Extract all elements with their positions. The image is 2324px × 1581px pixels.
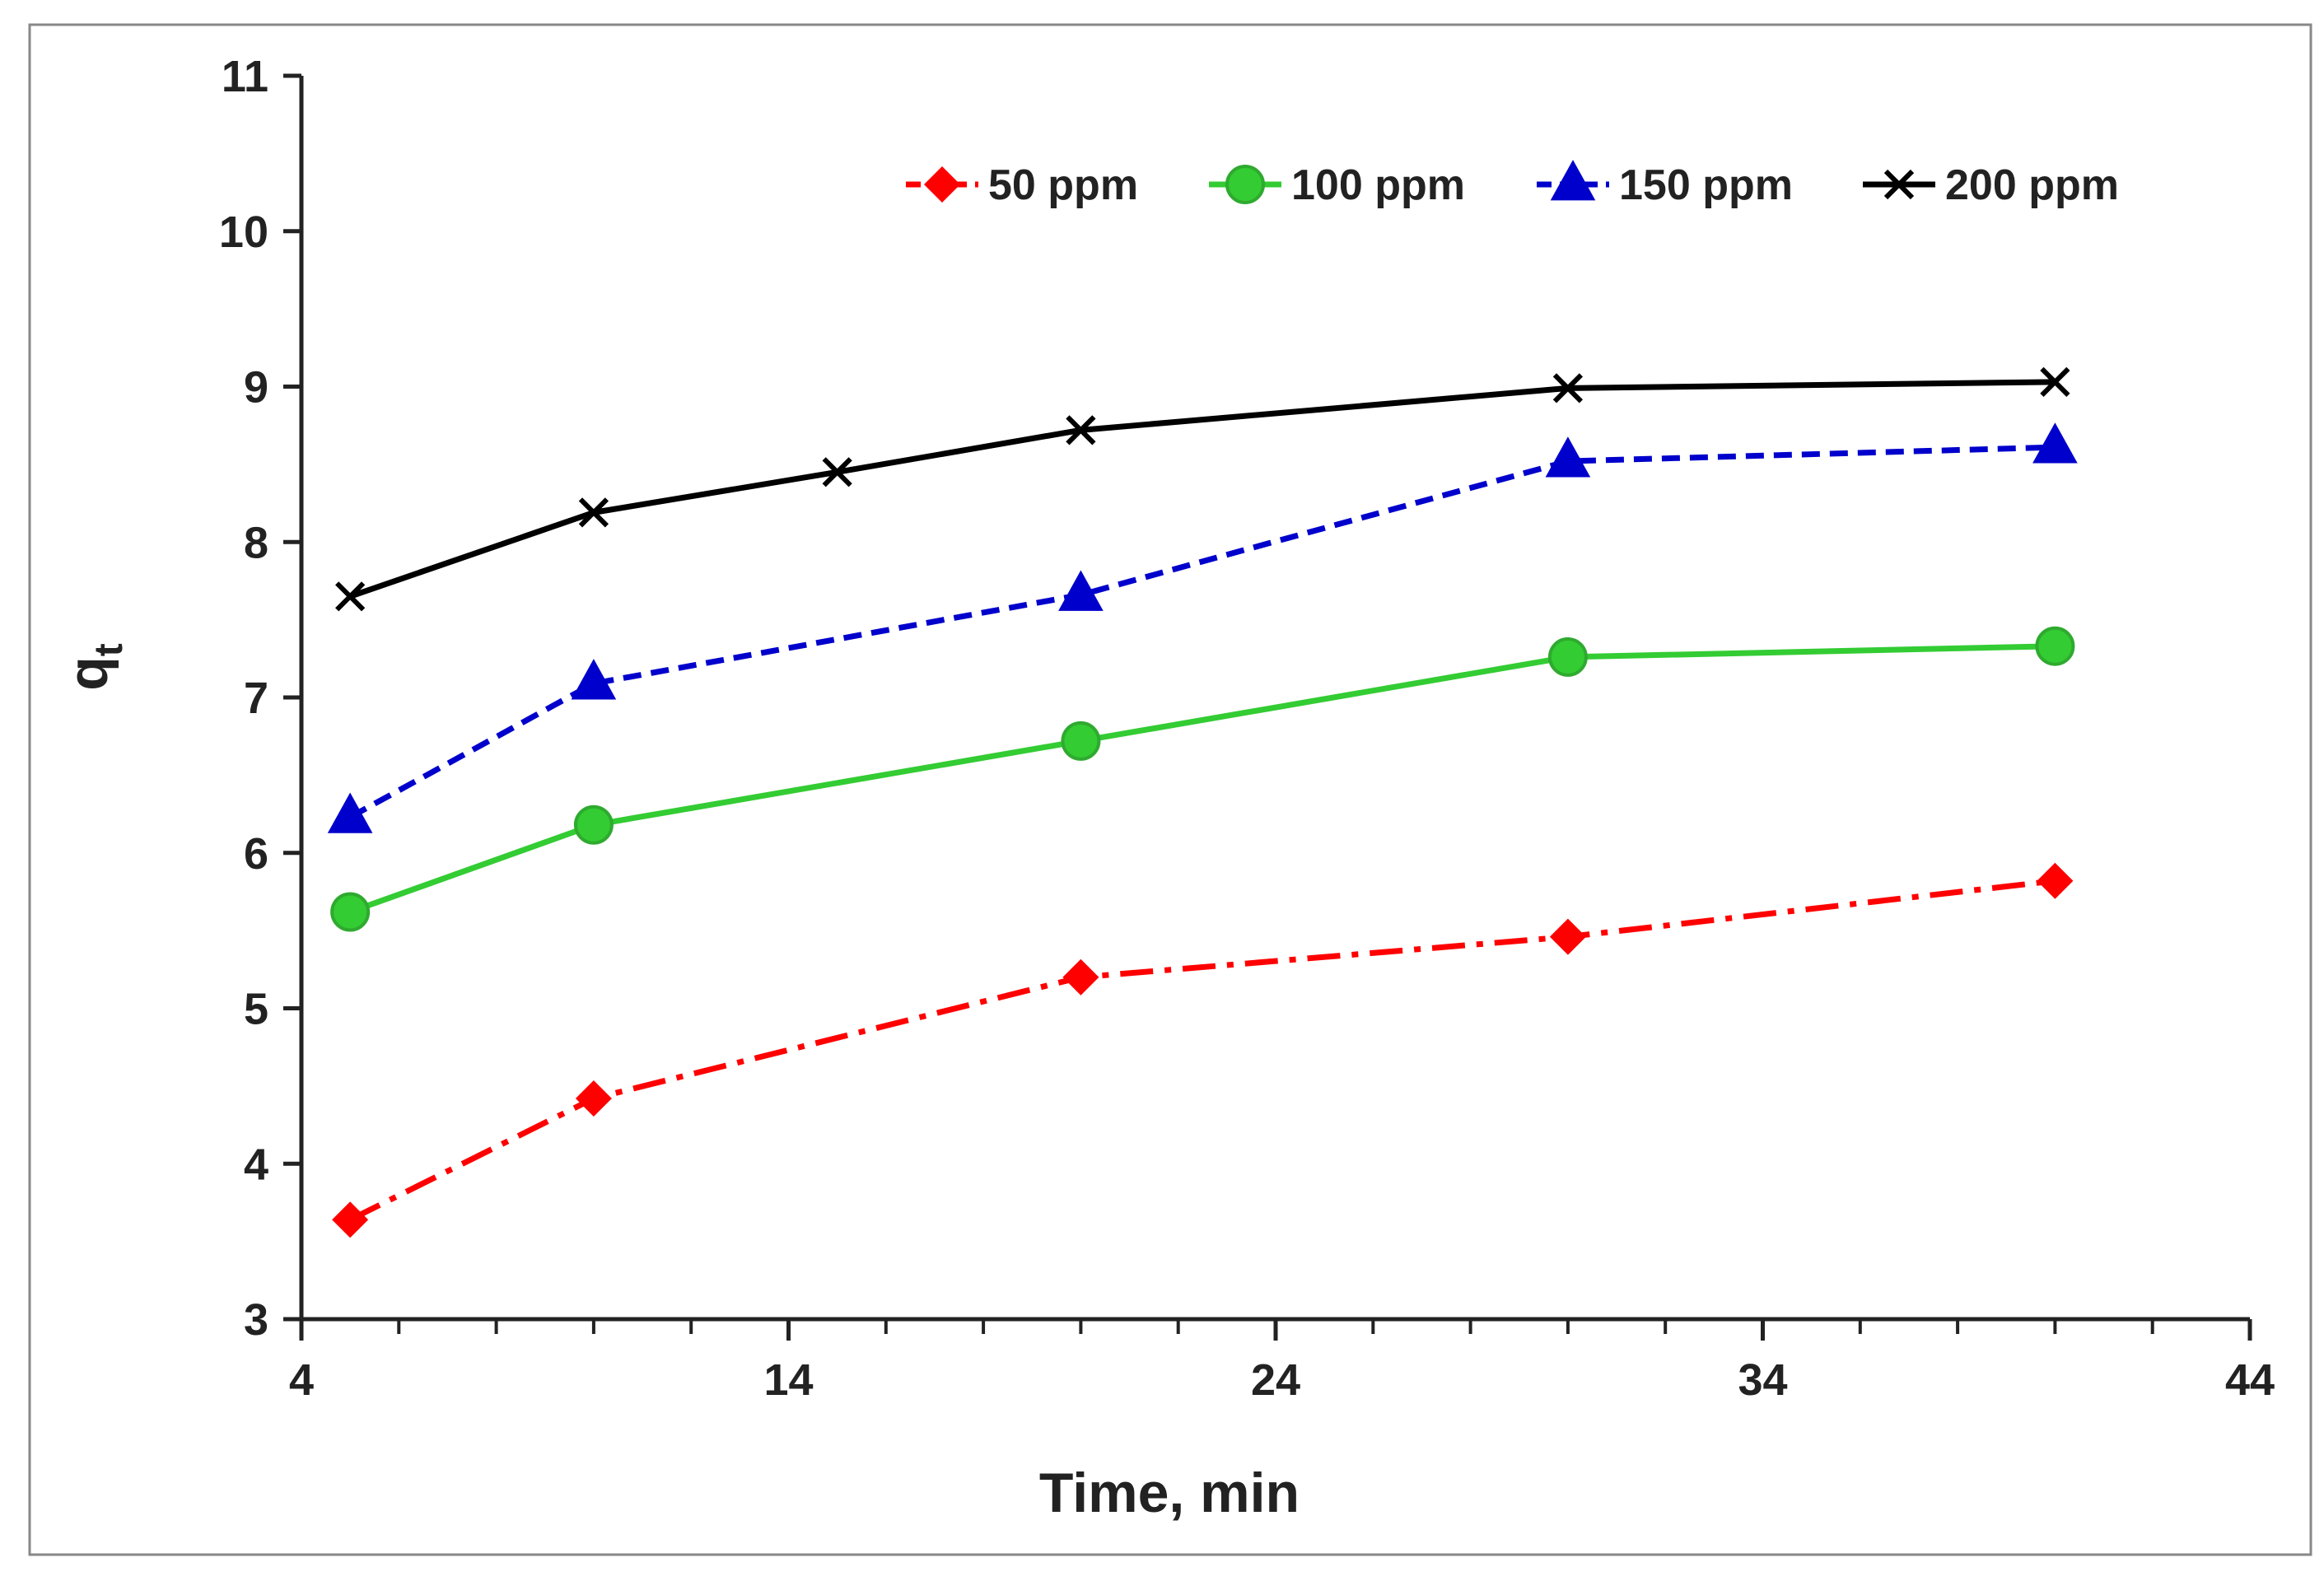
x-axis-title: Time, min xyxy=(1039,1462,1300,1524)
data-point-100-ppm xyxy=(1061,721,1101,761)
data-point-50-ppm xyxy=(332,1201,369,1238)
legend-marker-100-ppm xyxy=(1225,165,1265,204)
data-point-200-ppm xyxy=(578,497,609,528)
y-tick-label: 9 xyxy=(244,363,268,413)
data-point-100-ppm xyxy=(2035,626,2075,666)
y-tick-label: 10 xyxy=(219,208,268,257)
data-point-50-ppm xyxy=(575,1080,612,1117)
legend-item-50-ppm: 50 ppm xyxy=(906,161,1138,209)
legend-item-150-ppm: 150 ppm xyxy=(1537,160,1793,209)
data-point-200-ppm xyxy=(822,457,852,487)
data-point-150-ppm xyxy=(327,792,373,833)
data-point-100-ppm xyxy=(1547,637,1588,677)
y-tick-label: 11 xyxy=(222,52,268,101)
y-tick-label: 4 xyxy=(244,1140,268,1189)
x-tick-label: 24 xyxy=(1251,1355,1300,1405)
y-tick-label: 3 xyxy=(244,1295,268,1345)
data-point-150-ppm xyxy=(571,659,617,700)
data-point-100-ppm xyxy=(573,804,614,845)
y-tick-label: 5 xyxy=(244,985,268,1034)
data-point-200-ppm xyxy=(335,581,366,612)
legend-marker-150-ppm xyxy=(1550,160,1596,201)
legend-marker-200-ppm xyxy=(1883,169,1915,200)
x-tick-label: 34 xyxy=(1738,1355,1787,1405)
series-100-ppm xyxy=(330,626,2075,932)
legend-label-100-ppm: 100 ppm xyxy=(1291,161,1465,209)
data-point-200-ppm-stroke xyxy=(578,497,609,528)
series-line-200-ppm xyxy=(349,379,2056,599)
legend-item-200-ppm: 200 ppm xyxy=(1863,161,2119,209)
data-point-200-ppm-stroke xyxy=(822,457,852,487)
data-point-150-ppm xyxy=(2032,422,2078,464)
data-point-200-ppm-stroke xyxy=(1552,373,1584,403)
y-axis-title: qt xyxy=(57,643,131,691)
legend-label-150-ppm: 150 ppm xyxy=(1619,161,1793,209)
series-200-ppm xyxy=(335,366,2070,612)
x-tick-label: 14 xyxy=(763,1355,813,1405)
data-point-50-ppm xyxy=(1549,918,1586,955)
series-50-ppm xyxy=(332,862,2074,1238)
legend: 50 ppm 100 ppm 150 ppm 200 ppm xyxy=(906,160,2119,209)
figure-border xyxy=(28,23,2312,1556)
legend-label-50-ppm: 50 ppm xyxy=(988,161,1138,209)
data-point-200-ppm-stroke xyxy=(1066,415,1096,445)
data-point-150-ppm xyxy=(1058,570,1104,611)
x-tick-label: 4 xyxy=(289,1355,314,1405)
legend-marker-50-ppm xyxy=(924,166,960,203)
legend-item-100-ppm: 100 ppm xyxy=(1209,161,1465,209)
y-tick-label: 6 xyxy=(244,829,268,879)
data-point-200-ppm xyxy=(1552,373,1584,403)
y-tick-label: 8 xyxy=(244,518,268,567)
legend-label-200-ppm: 200 ppm xyxy=(1945,161,2119,209)
data-point-50-ppm xyxy=(1062,958,1099,996)
data-point-50-ppm xyxy=(2037,862,2074,899)
data-point-200-ppm-stroke xyxy=(335,581,366,612)
data-point-150-ppm xyxy=(1545,436,1591,478)
data-point-200-ppm-stroke xyxy=(2040,366,2070,397)
legend-marker-200-ppm-stroke xyxy=(1883,169,1915,200)
y-tick-label: 7 xyxy=(244,674,268,723)
data-point-200-ppm xyxy=(2040,366,2070,397)
x-tick-label: 44 xyxy=(2225,1355,2275,1405)
data-point-200-ppm xyxy=(1066,415,1096,445)
series-150-ppm xyxy=(327,422,2078,833)
y-axis-title-subscript: t xyxy=(87,643,131,656)
data-point-100-ppm xyxy=(330,892,371,932)
y-axis-title-main: q xyxy=(57,656,119,691)
